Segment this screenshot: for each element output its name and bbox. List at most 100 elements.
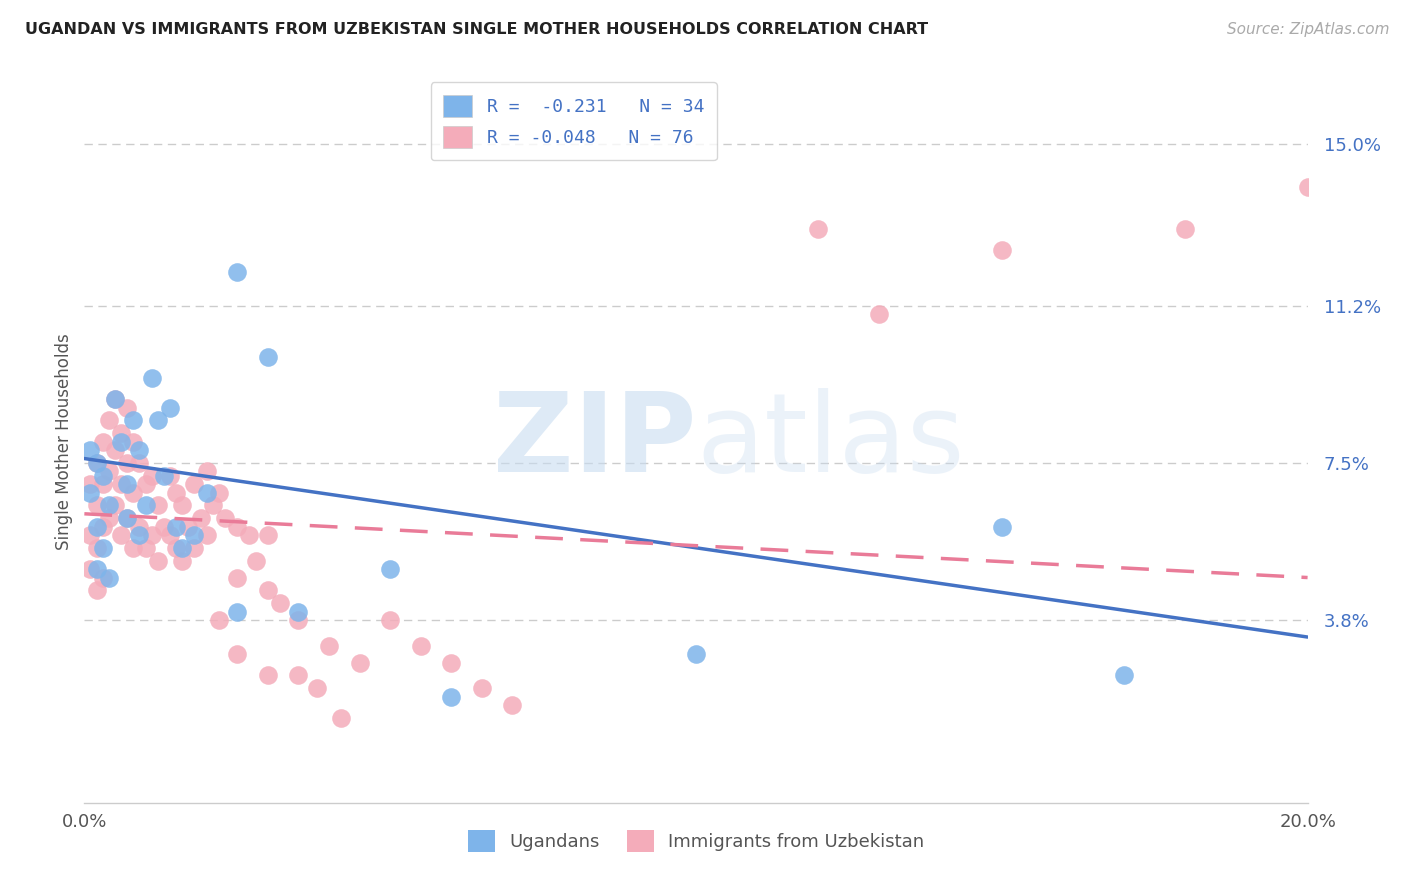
Point [128,528,150,542]
Point [86,519,108,533]
Point [86,541,108,555]
Point [153,519,176,533]
Text: ZIP: ZIP [492,388,696,495]
Point [86,456,108,470]
Point [195,485,218,500]
Point [79,477,101,491]
Point [1296,179,1319,194]
Point [159,401,181,415]
Point [172,553,194,567]
Point [183,541,205,555]
Point [135,541,157,555]
Text: Source: ZipAtlas.com: Source: ZipAtlas.com [1226,22,1389,37]
Point [91,570,114,584]
Point [146,413,169,427]
Point [97,570,120,584]
Point [226,570,249,584]
Point [146,553,169,567]
Point [287,613,309,627]
Point [86,583,108,598]
Point [104,498,127,512]
Point [141,468,163,483]
Point [86,498,108,512]
Point [79,485,101,500]
Point [226,264,249,278]
Point [201,498,224,512]
Point [97,498,120,512]
Point [1114,668,1136,682]
Point [172,498,194,512]
Point [91,477,114,491]
Point [115,401,138,415]
Point [79,562,101,576]
Point [318,639,340,653]
Point [195,464,218,478]
Point [287,605,309,619]
Point [122,413,145,427]
Point [685,647,707,661]
Point [190,511,212,525]
Text: UGANDAN VS IMMIGRANTS FROM UZBEKISTAN SINGLE MOTHER HOUSEHOLDS CORRELATION CHART: UGANDAN VS IMMIGRANTS FROM UZBEKISTAN SI… [25,22,928,37]
Point [115,477,138,491]
Point [257,583,280,598]
Point [135,498,157,512]
Point [238,528,260,542]
Point [128,456,150,470]
Point [128,519,150,533]
Point [305,681,328,695]
Point [115,511,138,525]
Point [122,485,145,500]
Point [159,528,181,542]
Point [257,668,280,682]
Point [97,464,120,478]
Point [110,425,132,440]
Point [172,541,194,555]
Point [159,468,181,483]
Point [349,656,371,670]
Point [214,511,236,525]
Point [86,562,108,576]
Point [869,307,891,321]
Point [1174,222,1197,236]
Point [104,392,127,406]
Point [177,519,200,533]
Point [110,528,132,542]
Point [991,244,1014,258]
Point [257,350,280,364]
Point [91,519,114,533]
Point [97,511,120,525]
Point [91,541,114,555]
Point [440,690,463,704]
Point [104,443,127,458]
Point [330,711,353,725]
Point [287,668,309,682]
Point [183,528,205,542]
Point [165,541,187,555]
Point [115,511,138,525]
Point [226,647,249,661]
Point [122,434,145,449]
Point [153,468,176,483]
Point [141,528,163,542]
Text: atlas: atlas [696,388,965,495]
Point [110,477,132,491]
Point [91,468,114,483]
Point [409,639,432,653]
Point [79,528,101,542]
Point [269,596,291,610]
Point [380,562,402,576]
Point [245,553,267,567]
Point [440,656,463,670]
Point [380,613,402,627]
Point [141,371,163,385]
Point [183,477,205,491]
Point [135,477,157,491]
Point [208,613,231,627]
Point [104,392,127,406]
Point [122,541,145,555]
Point [195,528,218,542]
Point [165,519,187,533]
Point [257,528,280,542]
Point [128,443,150,458]
Point [502,698,524,712]
